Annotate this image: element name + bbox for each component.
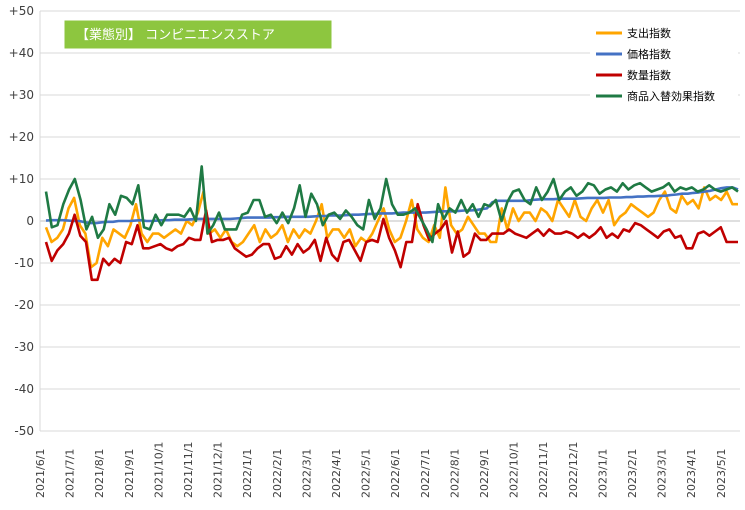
title-box: 【業態別】 コンビニエンスストア	[63, 19, 333, 50]
x-tick-label: 2022/11/1	[537, 442, 550, 498]
y-tick-label: -10	[14, 256, 34, 270]
series-line-2	[44, 202, 738, 282]
series-line-3	[44, 165, 739, 244]
x-tick-label: 2023/5/1	[715, 449, 728, 498]
grid-lines	[39, 10, 740, 432]
chart-title: 【業態別】 コンビニエンスストア	[76, 27, 275, 43]
series-line-1	[45, 186, 739, 225]
y-tick-label: -50	[14, 424, 34, 438]
x-tick-label: 2021/7/1	[64, 449, 77, 498]
y-axis-ticks: +50 +40 +30 +20 +10 0 -10 -20 -30 -40 -50	[9, 4, 34, 438]
x-tick-label: 2022/2/1	[271, 449, 284, 498]
x-axis-ticks: 2021/6/1 2021/7/1 2021/8/1 2021/9/1 2021/10/…	[34, 442, 728, 498]
x-tick-label: 2022/3/1	[300, 449, 313, 498]
y-tick-label: -20	[14, 298, 34, 312]
y-tick-label: 0	[26, 214, 34, 228]
x-tick-label: 2023/3/1	[656, 449, 669, 498]
legend-label: 支出指数	[627, 26, 671, 40]
x-tick-label: 2022/7/1	[419, 449, 432, 498]
x-tick-label: 2021/9/1	[123, 449, 136, 498]
y-tick-label: +30	[9, 88, 34, 102]
x-tick-label: 2022/5/1	[360, 449, 373, 498]
series-lines	[44, 165, 739, 282]
legend-label: 価格指数	[627, 47, 671, 61]
x-tick-label: 2021/10/1	[152, 442, 165, 498]
x-tick-label: 2023/2/1	[626, 449, 639, 498]
x-tick-label: 2022/9/1	[478, 449, 491, 498]
x-tick-label: 2021/12/1	[212, 442, 225, 498]
x-tick-label: 2022/4/1	[330, 449, 343, 498]
y-tick-label: +40	[9, 46, 34, 60]
x-tick-label: 2023/1/1	[596, 449, 609, 498]
x-tick-label: 2023/4/1	[685, 449, 698, 498]
legend-background	[590, 20, 738, 108]
y-tick-label: +50	[9, 4, 34, 18]
x-tick-label: 2021/6/1	[34, 449, 47, 498]
x-tick-label: 2021/8/1	[93, 449, 106, 498]
x-tick-label: 2022/12/1	[567, 442, 580, 498]
y-tick-label: -30	[14, 340, 34, 354]
x-tick-label: 2022/1/1	[241, 449, 254, 498]
legend-label: 数量指数	[627, 68, 671, 82]
legend-label: 商品入替効果指数	[627, 89, 715, 103]
x-tick-label: 2022/6/1	[389, 449, 402, 498]
y-tick-label: +20	[9, 130, 34, 144]
series-line-0	[44, 186, 738, 269]
y-tick-label: +10	[9, 172, 34, 186]
y-tick-label: -40	[14, 382, 34, 396]
x-tick-label: 2022/8/1	[448, 449, 461, 498]
x-tick-label: 2021/11/1	[182, 442, 195, 498]
x-tick-label: 2022/10/1	[508, 442, 521, 498]
